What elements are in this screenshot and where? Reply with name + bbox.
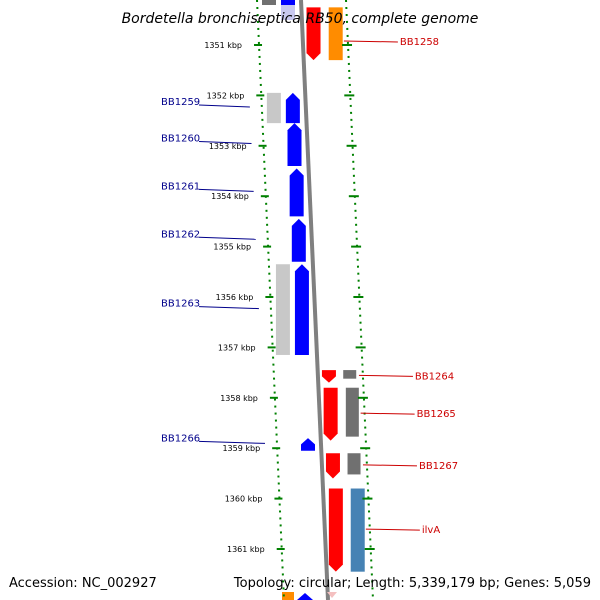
map-title: Bordetella bronchiseptica RB50, complete… bbox=[122, 11, 479, 27]
gene-feature-bar bbox=[345, 387, 359, 437]
kbp-tick-label: 1354 kbp bbox=[211, 192, 249, 201]
cds-arrow bbox=[327, 592, 337, 598]
gene-label-forward: BB1267 bbox=[419, 461, 458, 472]
gene-feature-bar bbox=[262, 0, 276, 5]
kbp-tick-label: 1355 kbp bbox=[213, 243, 251, 252]
label-layer: 1351 kbp 1352 kbp 1353 kbp 1354 kbp 1355 kbp… bbox=[161, 37, 458, 554]
kbp-tick-label: 1360 kbp bbox=[225, 495, 263, 504]
cds-arrow bbox=[323, 387, 338, 441]
kbp-tick-label: 1361 kbp bbox=[227, 545, 265, 554]
gene-label-reverse: BB1261 bbox=[161, 181, 200, 192]
gene-feature-bar bbox=[343, 370, 357, 379]
gene-label-leader bbox=[198, 236, 256, 240]
gene-label-leader bbox=[362, 464, 417, 467]
backbone-band bbox=[253, 0, 369, 600]
gene-label-reverse: BB1266 bbox=[161, 433, 200, 444]
kbp-tick-label: 1357 kbp bbox=[218, 343, 256, 352]
gene-label-reverse: BB1259 bbox=[161, 97, 200, 108]
feature-layer bbox=[253, 0, 369, 600]
gene-label-forward: BB1264 bbox=[415, 371, 454, 382]
backbone-line bbox=[299, 0, 330, 600]
steelblue-feature-bar bbox=[350, 488, 365, 572]
gene-label-reverse: BB1262 bbox=[161, 229, 200, 240]
genome-summary-text: Topology: circular; Length: 5,339,179 bp… bbox=[233, 576, 591, 591]
gene-feature-bar bbox=[266, 92, 281, 124]
cds-arrow bbox=[285, 92, 300, 124]
gene-label-reverse: BB1260 bbox=[161, 134, 200, 145]
cds-arrow bbox=[294, 264, 309, 355]
gene-feature-bar bbox=[347, 453, 361, 475]
cds-feature-bar bbox=[281, 5, 295, 20]
kbp-tick-label: 1359 kbp bbox=[222, 444, 260, 453]
gene-label-leader bbox=[198, 104, 250, 108]
gene-label-reverse: BB1263 bbox=[161, 299, 200, 310]
accession-text: Accession: NC_002927 bbox=[9, 576, 157, 591]
gene-label-leader bbox=[360, 412, 415, 415]
gene-label-leader bbox=[198, 141, 252, 145]
gene-label-leader bbox=[343, 40, 398, 43]
cds-arrow bbox=[291, 218, 306, 262]
gene-label-forward: BB1258 bbox=[400, 37, 439, 48]
kbp-tick-label: 1352 kbp bbox=[207, 91, 245, 100]
gene-label-leader bbox=[358, 374, 413, 377]
gene-label-leader bbox=[198, 440, 266, 444]
cds-feature-bar bbox=[281, 0, 295, 5]
cds-arrow bbox=[328, 488, 343, 572]
cds-arrow bbox=[300, 438, 315, 451]
orange-feature-bar bbox=[282, 592, 294, 600]
cds-arrow bbox=[289, 168, 304, 217]
kbp-tick-label: 1353 kbp bbox=[209, 142, 247, 151]
gene-label-forward: ilvA bbox=[422, 525, 440, 536]
cds-arrow bbox=[297, 593, 313, 600]
cds-arrow bbox=[306, 7, 321, 61]
kbp-tick-label: 1358 kbp bbox=[220, 394, 258, 403]
cds-arrow bbox=[321, 370, 336, 383]
cds-arrow bbox=[287, 123, 302, 166]
gene-label-leader bbox=[365, 528, 420, 531]
gene-label-leader bbox=[198, 306, 259, 310]
gene-label-forward: BB1265 bbox=[417, 409, 456, 420]
tick-layer bbox=[254, 0, 375, 600]
gene-feature-bar bbox=[275, 264, 290, 355]
kbp-tick-label: 1356 kbp bbox=[216, 293, 254, 302]
cds-arrow bbox=[325, 453, 340, 479]
gene-label-leader bbox=[198, 188, 254, 192]
orange-feature-bar bbox=[328, 7, 343, 61]
kbp-tick-label: 1351 kbp bbox=[204, 41, 242, 50]
